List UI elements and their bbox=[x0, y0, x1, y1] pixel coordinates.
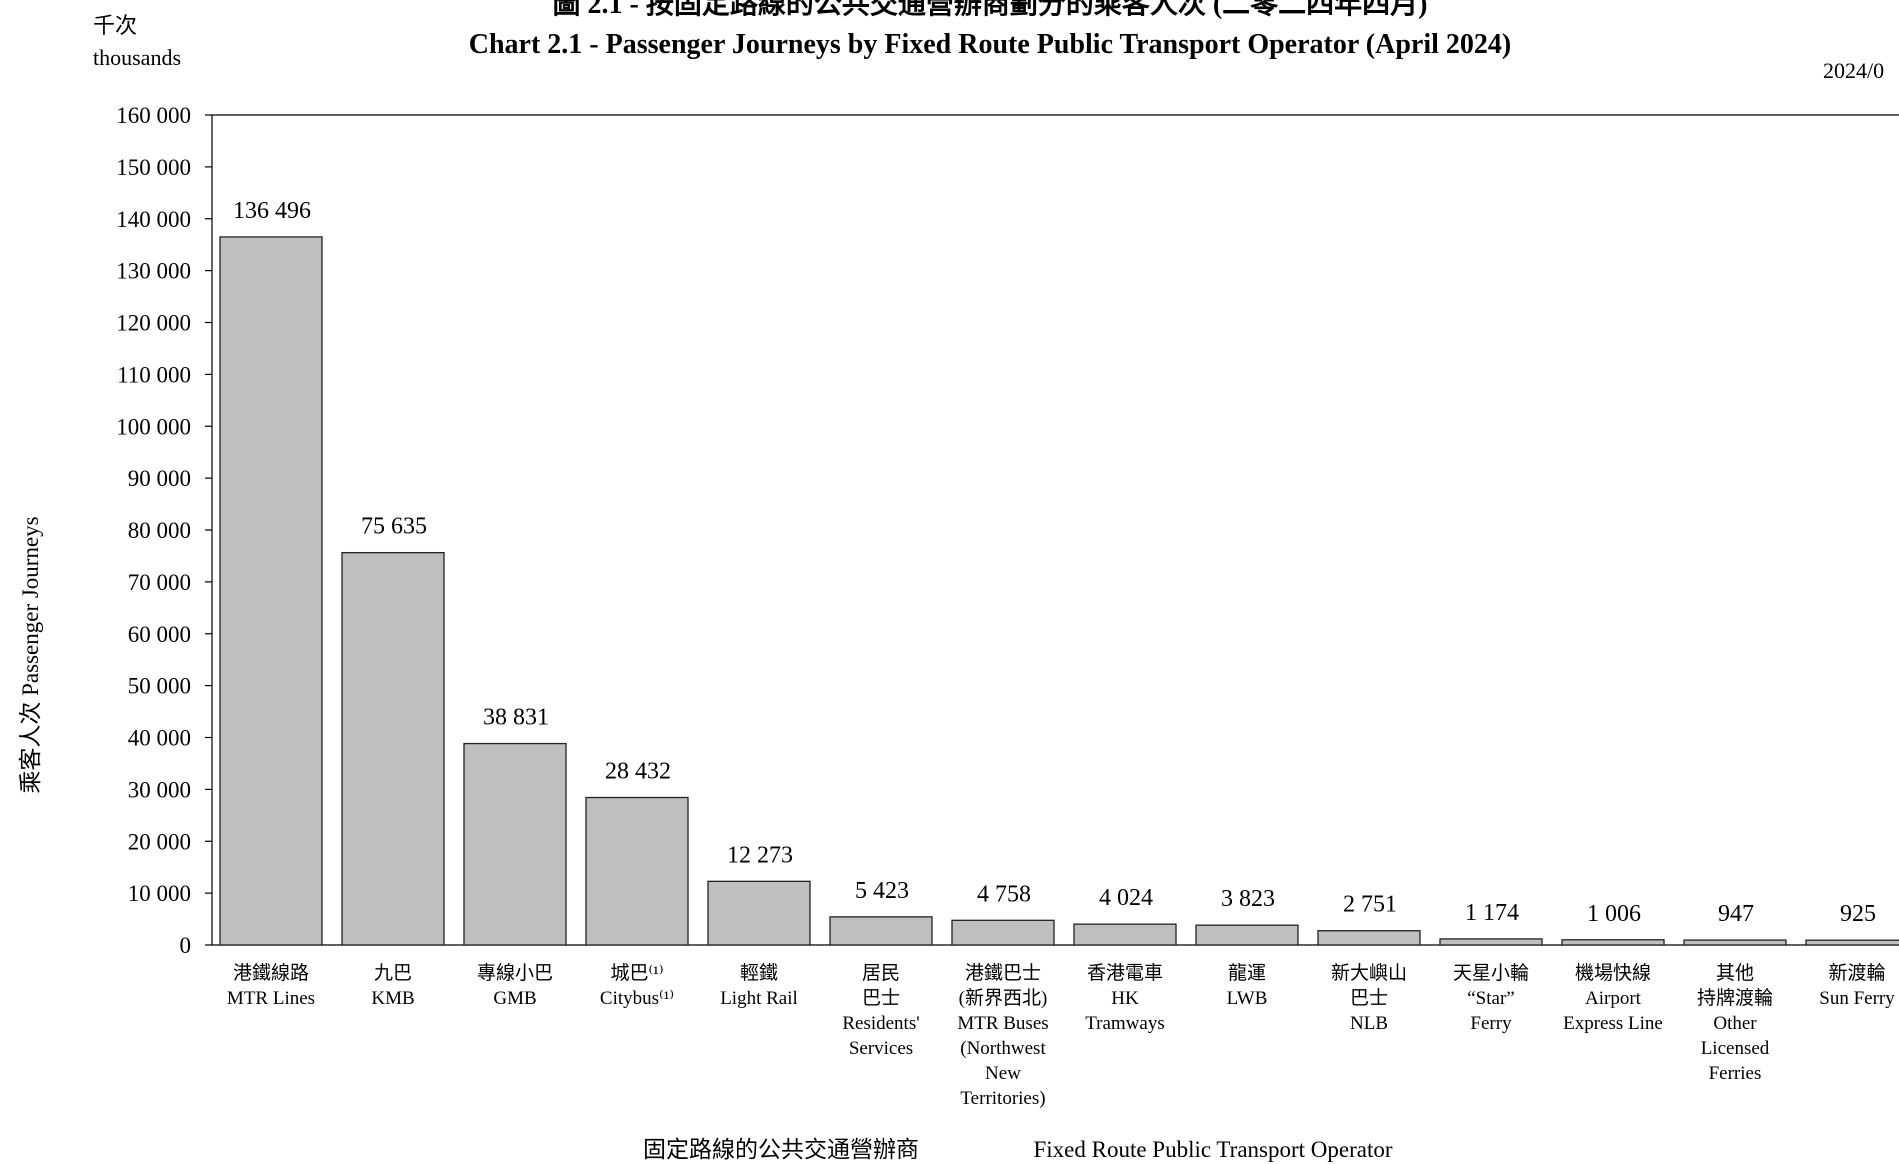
y-axis: 0 10 000 20 000 30 000 40 000 50 000 60 000 70 … bbox=[116, 103, 1899, 958]
y-tick-label: 60 000 bbox=[128, 622, 191, 647]
category-label-line: Light Rail bbox=[720, 988, 798, 1009]
y-tick-label: 160 000 bbox=[116, 103, 191, 128]
category-label-line: 其他 bbox=[1716, 962, 1754, 984]
category-label-line: Residents' bbox=[842, 1013, 919, 1034]
category-label-line: KMB bbox=[371, 988, 414, 1009]
bar bbox=[341, 551, 445, 946]
category-label-line: LWB bbox=[1227, 988, 1268, 1009]
category-label-line: 巴士 bbox=[862, 987, 900, 1009]
category-label-line: Licensed bbox=[1701, 1038, 1770, 1059]
category-label-line: (Northwest bbox=[960, 1038, 1046, 1059]
y-tick-label: 80 000 bbox=[128, 518, 191, 543]
unit-label-en: thousands bbox=[93, 45, 181, 70]
bar-value-label: 75 635 bbox=[361, 514, 427, 540]
bar bbox=[219, 236, 323, 946]
y-tick-label: 20 000 bbox=[128, 829, 191, 854]
category-label-line: 香港電車 bbox=[1087, 962, 1163, 984]
y-axis-title: 乘客人次 Passenger Journeys bbox=[18, 516, 43, 793]
y-tick-label: 140 000 bbox=[116, 207, 191, 232]
bar bbox=[463, 742, 567, 946]
category-label-line: 專線小巴 bbox=[477, 962, 553, 984]
bar-value-label: 3 823 bbox=[1221, 886, 1275, 912]
category-label-line: Airport bbox=[1585, 988, 1642, 1009]
x-axis-title-en: Fixed Route Public Transport Operator bbox=[1033, 1137, 1392, 1162]
bar-value-label: 1 174 bbox=[1465, 900, 1519, 926]
bar bbox=[1195, 924, 1299, 946]
category-label-line: Territories) bbox=[960, 1088, 1045, 1109]
bar bbox=[829, 916, 933, 946]
bar bbox=[951, 919, 1055, 946]
category-label-line: Ferries bbox=[1709, 1063, 1762, 1084]
bar-value-label: 5 423 bbox=[855, 878, 909, 904]
chart-title-en: Chart 2.1 - Passenger Journeys by Fixed … bbox=[469, 29, 1511, 60]
y-tick-label: 120 000 bbox=[116, 311, 191, 336]
category-label-line: 港鐵線路 bbox=[233, 962, 309, 984]
y-tick-label: 10 000 bbox=[128, 881, 191, 906]
date-stamp: 2024/0 bbox=[1823, 58, 1884, 83]
bar-value-label: 4 758 bbox=[977, 881, 1031, 907]
category-label-line: Express Line bbox=[1563, 1013, 1663, 1034]
y-tick-label: 130 000 bbox=[116, 259, 191, 284]
bar-value-label: 38 831 bbox=[483, 705, 549, 731]
category-label-line: 巴士 bbox=[1350, 987, 1388, 1009]
x-axis-title-zh: 固定路線的公共交通營辦商 bbox=[643, 1137, 919, 1162]
category-label-line: 新渡輪 bbox=[1828, 962, 1885, 984]
category-label-line: Citybus⁽¹⁾ bbox=[600, 988, 674, 1009]
bar bbox=[1683, 939, 1787, 946]
category-label-line: 龍運 bbox=[1228, 962, 1266, 984]
y-tick-label: 150 000 bbox=[116, 155, 191, 180]
bar bbox=[1805, 939, 1899, 946]
bar bbox=[1317, 930, 1421, 946]
category-label-line: Ferry bbox=[1470, 1013, 1512, 1034]
unit-label-zh: 千次 bbox=[93, 13, 137, 38]
bars: 136 496 75 635 38 831 28 432 12 273 5 423 4 75… bbox=[219, 198, 1899, 946]
category-label-line: 機場快線 bbox=[1575, 962, 1651, 984]
category-label-line: NLB bbox=[1350, 1013, 1388, 1034]
category-label-line: 居民 bbox=[862, 963, 900, 984]
bar-value-label: 28 432 bbox=[605, 759, 671, 785]
bar bbox=[707, 880, 811, 946]
category-label-line: Other bbox=[1713, 1013, 1757, 1034]
y-tick-label: 30 000 bbox=[128, 777, 191, 802]
category-label-line: Tramways bbox=[1085, 1013, 1165, 1034]
y-tick-label: 110 000 bbox=[117, 362, 191, 387]
category-labels: 港鐵線路 MTR Lines 九巴 KMB 專線小巴 GMB 城巴⁽¹⁾ Citybus⁽¹⁾… bbox=[227, 962, 1895, 1109]
category-label-line: GMB bbox=[493, 988, 536, 1009]
bar bbox=[1073, 923, 1177, 946]
category-label-line: 城巴⁽¹⁾ bbox=[610, 962, 663, 984]
category-label-line: Sun Ferry bbox=[1819, 988, 1895, 1009]
category-label-line: 輕鐵 bbox=[740, 962, 778, 984]
y-tick-label: 0 bbox=[180, 933, 192, 958]
y-tick-label: 100 000 bbox=[116, 414, 191, 439]
category-label-line: Services bbox=[849, 1038, 913, 1059]
bar-value-label: 947 bbox=[1718, 901, 1754, 927]
y-tick-label: 40 000 bbox=[128, 726, 191, 751]
category-label-line: 天星小輪 bbox=[1453, 962, 1529, 984]
bar-value-label: 1 006 bbox=[1587, 901, 1641, 927]
y-tick-label: 70 000 bbox=[128, 570, 191, 595]
category-label-line: (新界西北) bbox=[959, 987, 1048, 1009]
bar-value-label: 12 273 bbox=[727, 842, 793, 868]
category-label-line: HK bbox=[1111, 988, 1139, 1009]
chart-title-zh: 圖 2.1 - 按固定路線的公共交通營辦商劃分的乘客人次 (二零二四年四月) bbox=[553, 0, 1428, 20]
bar bbox=[1561, 939, 1665, 946]
category-label-line: “Star” bbox=[1467, 988, 1514, 1009]
category-label-line: 九巴 bbox=[374, 962, 412, 984]
category-label-line: MTR Lines bbox=[227, 988, 315, 1009]
y-tick-label: 90 000 bbox=[128, 466, 191, 491]
category-label-line: 持牌渡輪 bbox=[1697, 987, 1773, 1009]
category-label-line: 新大嶼山 bbox=[1331, 962, 1407, 984]
y-tick-label: 50 000 bbox=[128, 674, 191, 699]
bar-value-label: 2 751 bbox=[1343, 892, 1397, 918]
category-label-line: New bbox=[985, 1063, 1021, 1084]
bar-value-label: 136 496 bbox=[233, 198, 311, 224]
bar bbox=[1439, 938, 1543, 946]
bar-value-label: 4 024 bbox=[1099, 885, 1153, 911]
bar bbox=[585, 796, 689, 946]
category-label-line: MTR Buses bbox=[957, 1013, 1048, 1034]
category-label-line: 港鐵巴士 bbox=[965, 962, 1041, 984]
bar-value-label: 925 bbox=[1840, 901, 1876, 927]
